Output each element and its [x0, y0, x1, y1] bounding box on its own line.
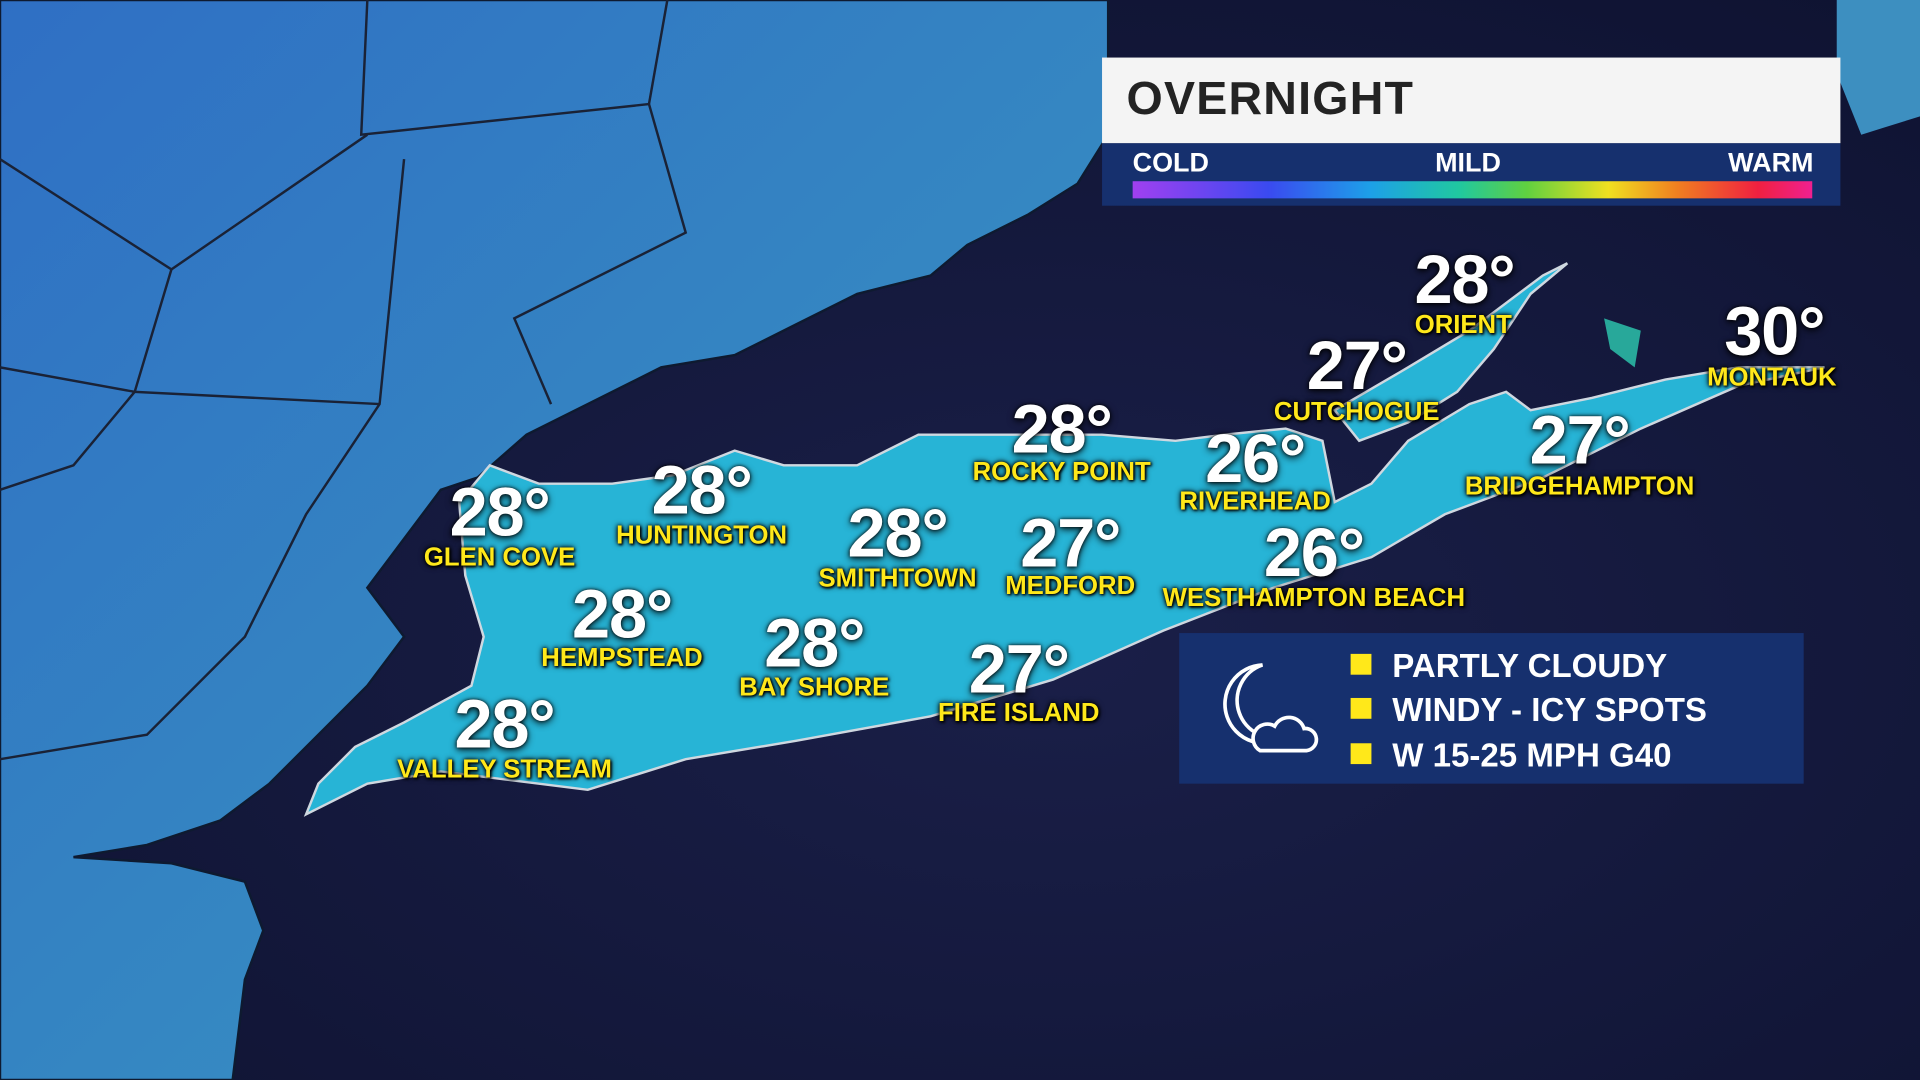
bullet-square-icon — [1350, 697, 1372, 719]
temperature-scale-legend: COLD MILD WARM — [1102, 143, 1841, 206]
city-temperature: 28° — [572, 574, 673, 653]
city-name: SMITHTOWN — [818, 564, 977, 593]
city-name: WESTHAMPTON BEACH — [1162, 584, 1466, 613]
city-name: ORIENT — [1414, 311, 1512, 340]
city-name: RIVERHEAD — [1179, 487, 1331, 516]
mainland — [0, 0, 1110, 1080]
city-name: VALLEY STREAM — [397, 755, 612, 784]
conditions-panel: PARTLY CLOUDY WINDY - ICY SPOTS W 15-25 … — [1179, 633, 1804, 784]
moon-cloud-icon — [1223, 663, 1319, 753]
city-name: BAY SHORE — [739, 673, 890, 702]
city-name: BRIDGEHAMPTON — [1464, 472, 1695, 501]
city-temperature: 28° — [449, 473, 551, 551]
city-name: GLEN COVE — [423, 543, 576, 572]
city-temperature: 26° — [1263, 513, 1365, 591]
north-fork — [1332, 262, 1569, 443]
long-island — [303, 366, 1825, 817]
page-title: OVERNIGHT — [1126, 73, 1415, 125]
city-temperature: 27° — [1306, 326, 1408, 404]
temperature-gradient-bar — [1132, 181, 1813, 199]
condition-item: WINDY - ICY SPOTS — [1350, 691, 1707, 730]
city-temperature: 28° — [847, 494, 949, 572]
city-temperature: 27° — [1529, 401, 1631, 479]
bullet-square-icon — [1350, 653, 1372, 675]
city-name: MEDFORD — [1005, 571, 1136, 601]
state-borders — [0, 0, 688, 761]
city-temperature: 28° — [1414, 240, 1515, 318]
city-name: HEMPSTEAD — [541, 644, 703, 673]
scale-label-mild: MILD — [1435, 146, 1501, 178]
scale-label-warm: WARM — [1728, 146, 1814, 178]
montauk-point — [1604, 318, 1641, 368]
city-name: FIRE ISLAND — [938, 699, 1100, 728]
city-temperature: 26° — [1205, 419, 1306, 497]
northeast-land — [1836, 0, 1920, 135]
title-panel: OVERNIGHT — [1102, 57, 1841, 144]
condition-text: W 15-25 MPH G40 — [1392, 737, 1672, 774]
city-temperature: 28° — [454, 685, 555, 763]
city-name: CUTCHOGUE — [1273, 397, 1440, 427]
condition-item: W 15-25 MPH G40 — [1350, 737, 1672, 775]
city-temperature: 27° — [968, 630, 1070, 708]
city-name: ROCKY POINT — [972, 457, 1151, 487]
city-temperature: 27° — [1020, 503, 1121, 582]
scale-label-cold: COLD — [1132, 146, 1209, 178]
city-temperature: 28° — [764, 604, 865, 682]
condition-text: PARTLY CLOUDY — [1392, 647, 1668, 685]
city-temperature: 28° — [1011, 390, 1113, 468]
city-temperature: 30° — [1724, 292, 1825, 370]
city-temperature: 28° — [651, 451, 753, 529]
bullet-square-icon — [1350, 743, 1372, 765]
condition-item: PARTLY CLOUDY — [1350, 647, 1668, 686]
condition-text: WINDY - ICY SPOTS — [1392, 691, 1707, 729]
city-name: MONTAUK — [1707, 363, 1837, 392]
city-name: HUNTINGTON — [616, 521, 788, 550]
